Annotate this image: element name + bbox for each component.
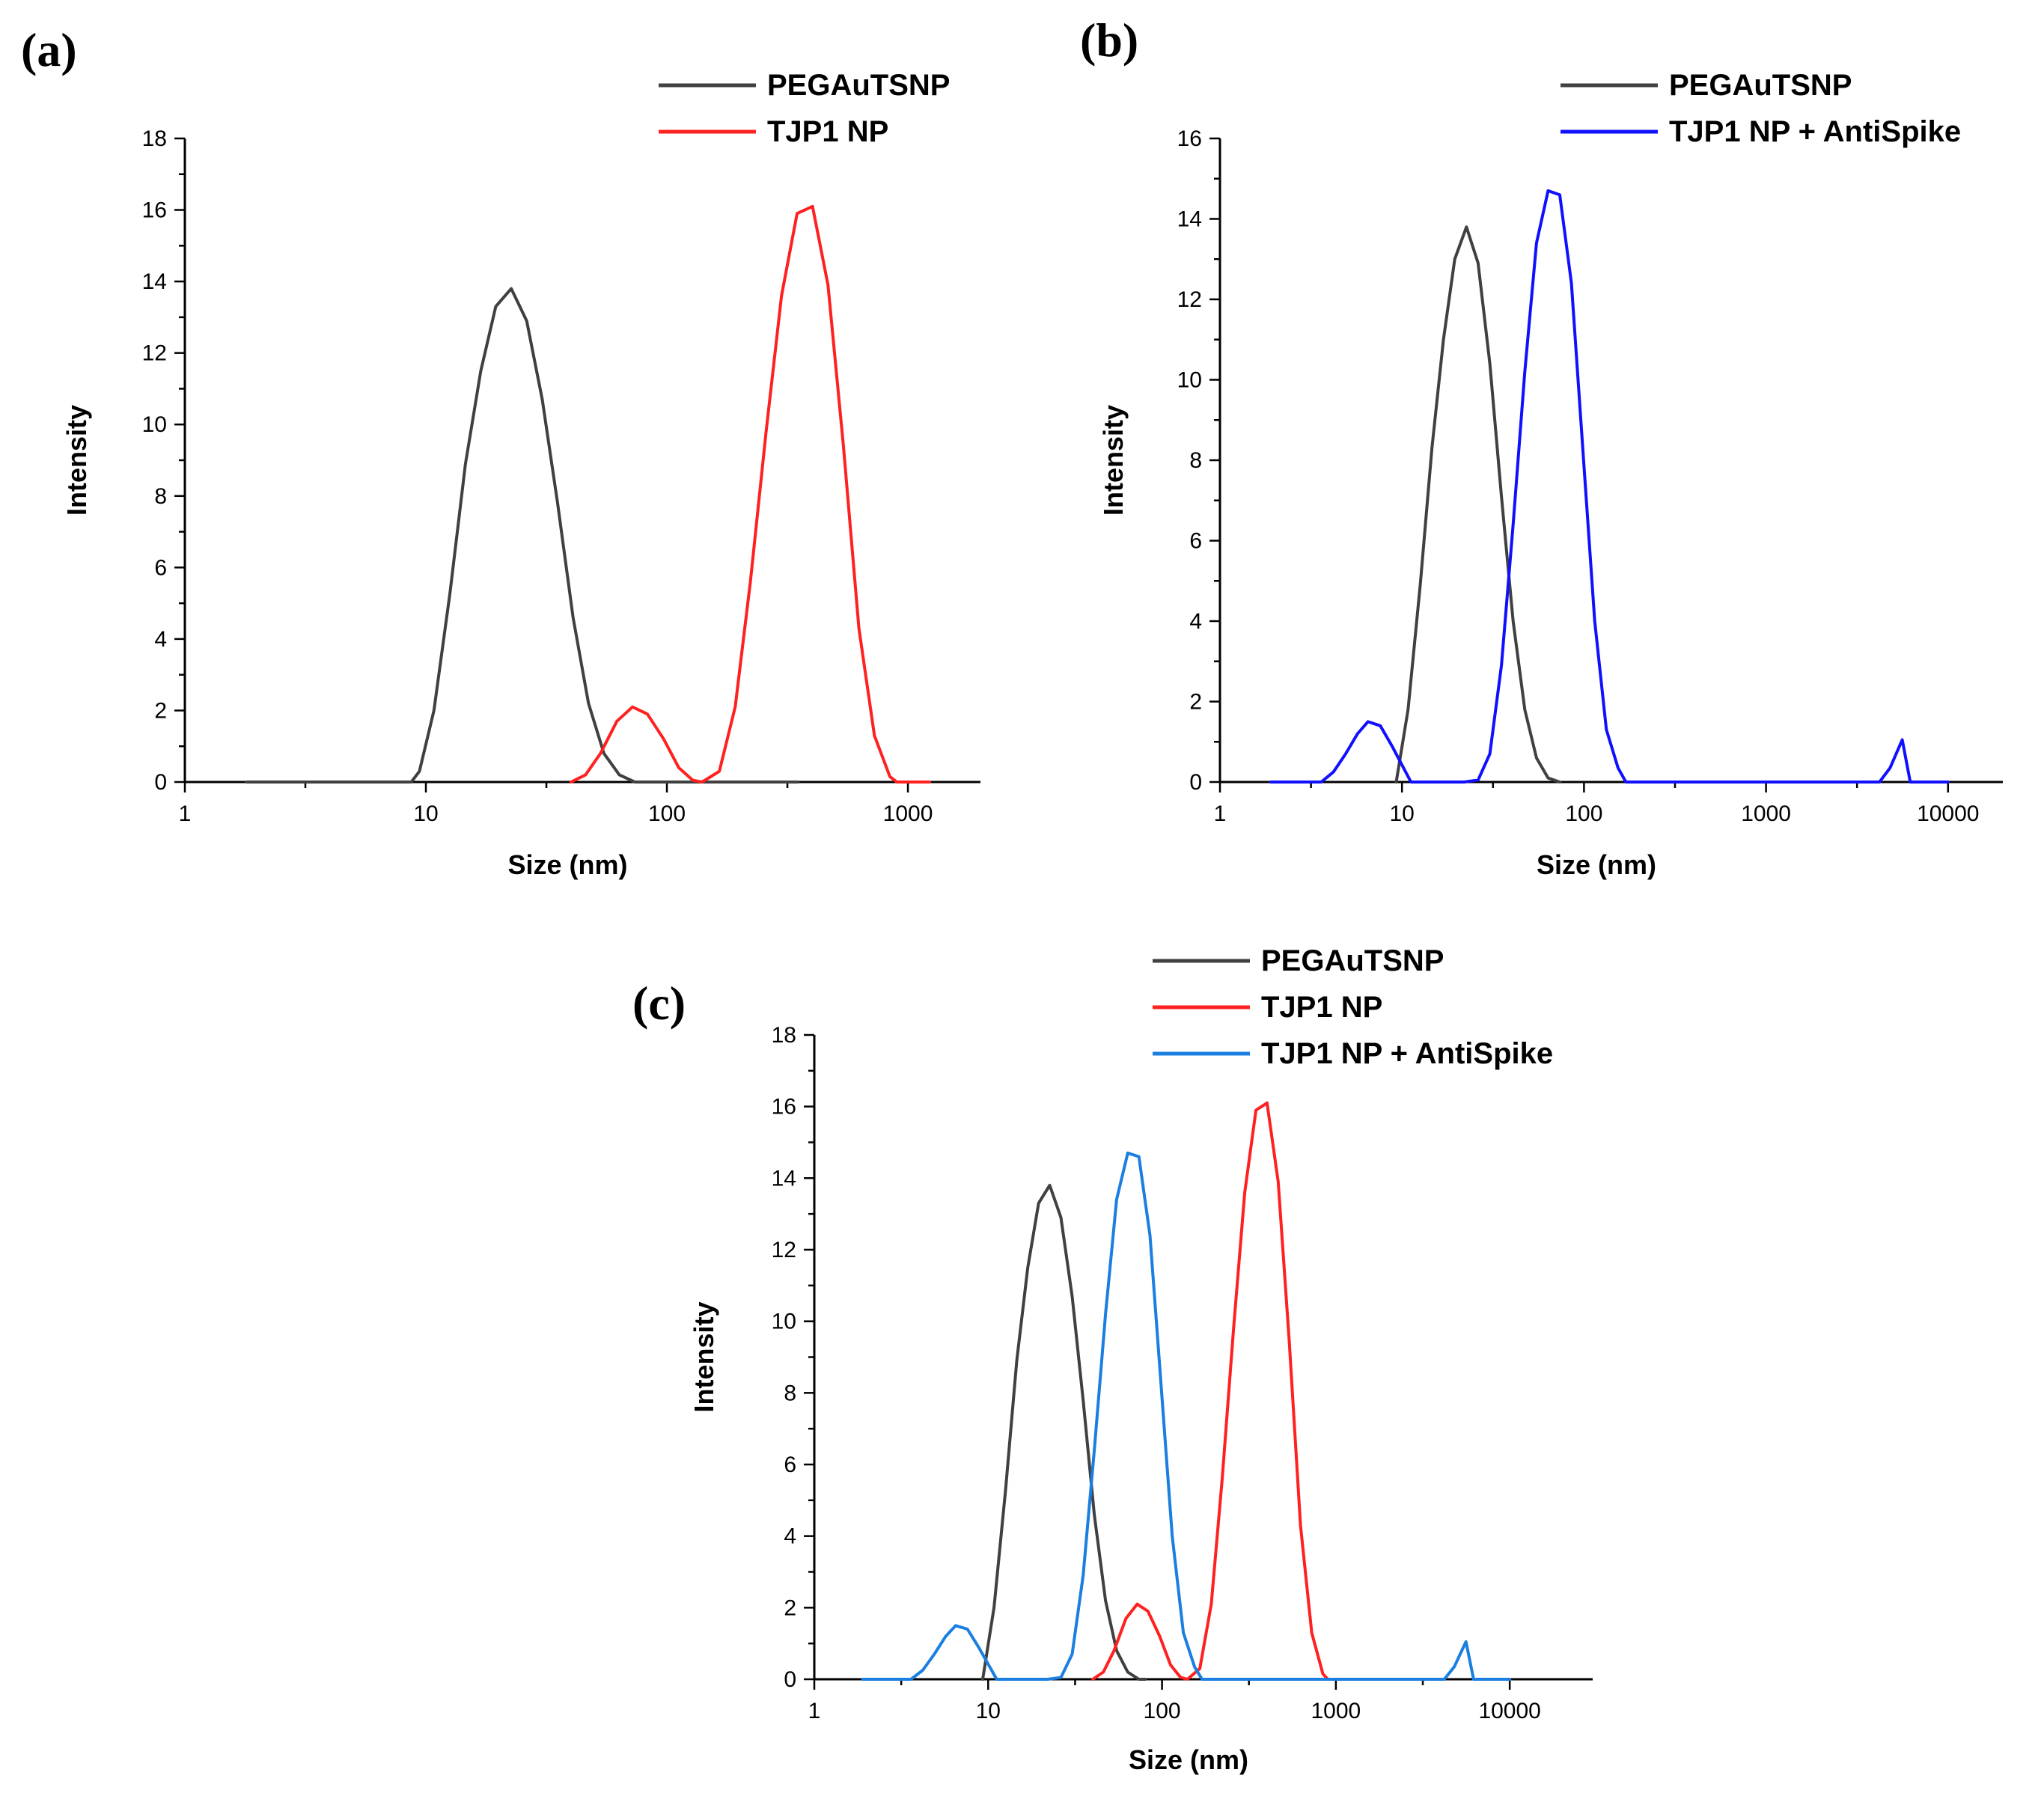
y-tick-label: 10 xyxy=(1177,368,1202,393)
x-tick-label: 100 xyxy=(1565,801,1602,826)
y-tick-label: 4 xyxy=(1189,609,1202,634)
x-tick-label: 10 xyxy=(413,801,438,826)
legend-label: TJP1 NP xyxy=(1261,991,1382,1024)
x-tick-label: 10000 xyxy=(1917,801,1979,826)
x-tick-label: 10 xyxy=(1390,801,1415,826)
series-line xyxy=(1269,189,1950,784)
y-tick-label: 16 xyxy=(1177,126,1202,151)
series-line xyxy=(1091,1101,1330,1681)
x-tick-label: 100 xyxy=(648,801,686,826)
x-tick-label: 1 xyxy=(808,1699,821,1723)
y-tick-label: 10 xyxy=(772,1310,796,1334)
y-tick-label: 12 xyxy=(1177,287,1202,312)
legend-label: TJP1 NP xyxy=(767,115,888,148)
legend-label: TJP1 NP + AntiSpike xyxy=(1261,1037,1553,1070)
x-tick-label: 100 xyxy=(1144,1699,1181,1723)
series-line xyxy=(1394,225,1561,784)
x-tick-label: 1000 xyxy=(1311,1699,1361,1723)
legend-label: PEGAuTSNP xyxy=(1669,69,1852,102)
y-tick-label: 6 xyxy=(784,1453,796,1477)
panel-a: (a) 0 2 4 6 8 10 12 14 16 18 1 10 100 1000 Size (nm) Int… xyxy=(21,23,980,880)
legend-label: TJP1 NP + AntiSpike xyxy=(1669,115,1961,148)
y-tick-label: 8 xyxy=(784,1381,796,1405)
panel-label: (b) xyxy=(1080,13,1138,67)
y-tick-label: 0 xyxy=(1189,770,1202,795)
x-tick-label: 10 xyxy=(976,1699,1001,1723)
y-tick-label: 18 xyxy=(772,1023,796,1048)
x-axis-title: Size (nm) xyxy=(507,849,627,880)
legend-label: PEGAuTSNP xyxy=(767,69,950,102)
y-tick-label: 16 xyxy=(772,1095,796,1120)
y-tick-label: 0 xyxy=(784,1667,796,1692)
series-line xyxy=(981,1183,1147,1681)
y-tick-label: 0 xyxy=(154,770,167,795)
y-axis-title: Intensity xyxy=(61,405,92,516)
x-tick-label: 1000 xyxy=(1741,801,1791,826)
legend-label: PEGAuTSNP xyxy=(1261,944,1444,977)
x-axis-title: Size (nm) xyxy=(1129,1744,1248,1775)
series-line xyxy=(569,204,931,784)
x-tick-label: 10000 xyxy=(1478,1699,1540,1723)
y-tick-label: 2 xyxy=(784,1595,796,1620)
y-tick-label: 8 xyxy=(154,484,167,509)
panel-b: (b) 0 2 4 6 8 10 12 14 16 1 10 100 1000 10000 Size (nm)… xyxy=(1080,13,2003,880)
y-tick-label: 16 xyxy=(142,198,167,223)
y-tick-label: 6 xyxy=(1189,529,1202,554)
y-tick-label: 12 xyxy=(142,341,167,366)
series-line xyxy=(861,1151,1512,1681)
y-tick-label: 2 xyxy=(1189,690,1202,715)
y-tick-label: 14 xyxy=(1177,207,1202,232)
panel-label: (a) xyxy=(21,23,77,76)
y-tick-label: 4 xyxy=(154,627,167,652)
y-tick-label: 4 xyxy=(784,1524,796,1549)
x-axis-title: Size (nm) xyxy=(1537,849,1656,880)
y-tick-label: 14 xyxy=(772,1166,796,1191)
y-tick-label: 8 xyxy=(1189,448,1202,473)
x-tick-label: 1000 xyxy=(883,801,933,826)
x-tick-label: 1 xyxy=(1214,801,1227,826)
y-tick-label: 18 xyxy=(142,126,167,151)
series-line xyxy=(245,287,800,784)
panel-label: (c) xyxy=(632,977,686,1030)
y-axis-title: Intensity xyxy=(1098,405,1129,516)
panel-c: (c) 0 2 4 6 8 10 12 14 16 18 1 10 100 1000 10000 Size (n… xyxy=(632,944,1593,1775)
y-axis-title: Intensity xyxy=(689,1301,719,1412)
x-tick-label: 1 xyxy=(179,801,192,826)
y-tick-label: 12 xyxy=(772,1238,796,1262)
y-tick-label: 2 xyxy=(154,698,167,723)
y-tick-label: 14 xyxy=(142,269,167,294)
y-tick-label: 6 xyxy=(154,555,167,580)
y-tick-label: 10 xyxy=(142,412,167,437)
